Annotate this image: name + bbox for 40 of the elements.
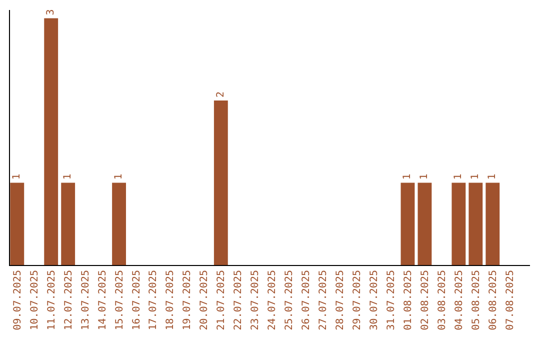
data-label: 2 bbox=[215, 91, 226, 98]
x-tick-label: 23.07.2025 bbox=[250, 270, 262, 330]
x-tick-label: 17.07.2025 bbox=[148, 270, 160, 330]
x-tick-label: 14.07.2025 bbox=[97, 270, 108, 330]
x-tick-label: 28.07.2025 bbox=[335, 270, 346, 330]
x-tick-label: 07.08.2025 bbox=[504, 270, 516, 330]
x-tick-label: 29.07.2025 bbox=[352, 270, 364, 330]
data-label: 1 bbox=[470, 174, 482, 180]
x-tick-label: 06.08.2025 bbox=[488, 270, 499, 330]
data-label: 1 bbox=[402, 174, 414, 180]
x-tick-label: 18.07.2025 bbox=[165, 270, 176, 330]
data-label: 1 bbox=[114, 174, 125, 180]
x-tick-label: 15.07.2025 bbox=[114, 270, 126, 330]
x-tick-label: 19.07.2025 bbox=[182, 270, 194, 330]
x-tick-label: 22.07.2025 bbox=[233, 270, 244, 330]
x-tick-label: 27.07.2025 bbox=[318, 270, 330, 330]
x-tick-label: 24.07.2025 bbox=[267, 270, 278, 330]
x-tick-label: 20.07.2025 bbox=[199, 270, 210, 330]
x-tick-label: 25.07.2025 bbox=[284, 270, 296, 330]
data-label: 1 bbox=[62, 174, 74, 180]
x-tick-label: 21.07.2025 bbox=[216, 270, 228, 330]
x-tick-label: 12.07.2025 bbox=[63, 270, 74, 330]
x-tick-label: 30.07.2025 bbox=[369, 270, 380, 330]
x-tick-label: 16.07.2025 bbox=[131, 270, 142, 330]
x-tick-label: 09.07.2025 bbox=[12, 270, 24, 330]
data-label: 1 bbox=[487, 174, 498, 180]
x-tick-label: 13.07.2025 bbox=[80, 270, 92, 330]
x-tick-label: 03.08.2025 bbox=[436, 270, 448, 330]
data-label: 1 bbox=[419, 174, 430, 180]
data-label: 3 bbox=[46, 9, 57, 16]
x-tick-label: 26.07.2025 bbox=[301, 270, 312, 330]
x-tick-label: 02.08.2025 bbox=[420, 270, 431, 330]
x-tick-label: 01.08.2025 bbox=[402, 270, 414, 330]
x-tick-label: 11.07.2025 bbox=[46, 270, 58, 330]
data-label: 1 bbox=[12, 174, 23, 180]
x-tick-label: 05.08.2025 bbox=[470, 270, 482, 330]
data-label: 1 bbox=[453, 174, 464, 180]
x-tick-label: 04.08.2025 bbox=[454, 270, 465, 330]
x-tick-label: 31.07.2025 bbox=[386, 270, 397, 330]
x-tick-label: 10.07.2025 bbox=[29, 270, 40, 330]
